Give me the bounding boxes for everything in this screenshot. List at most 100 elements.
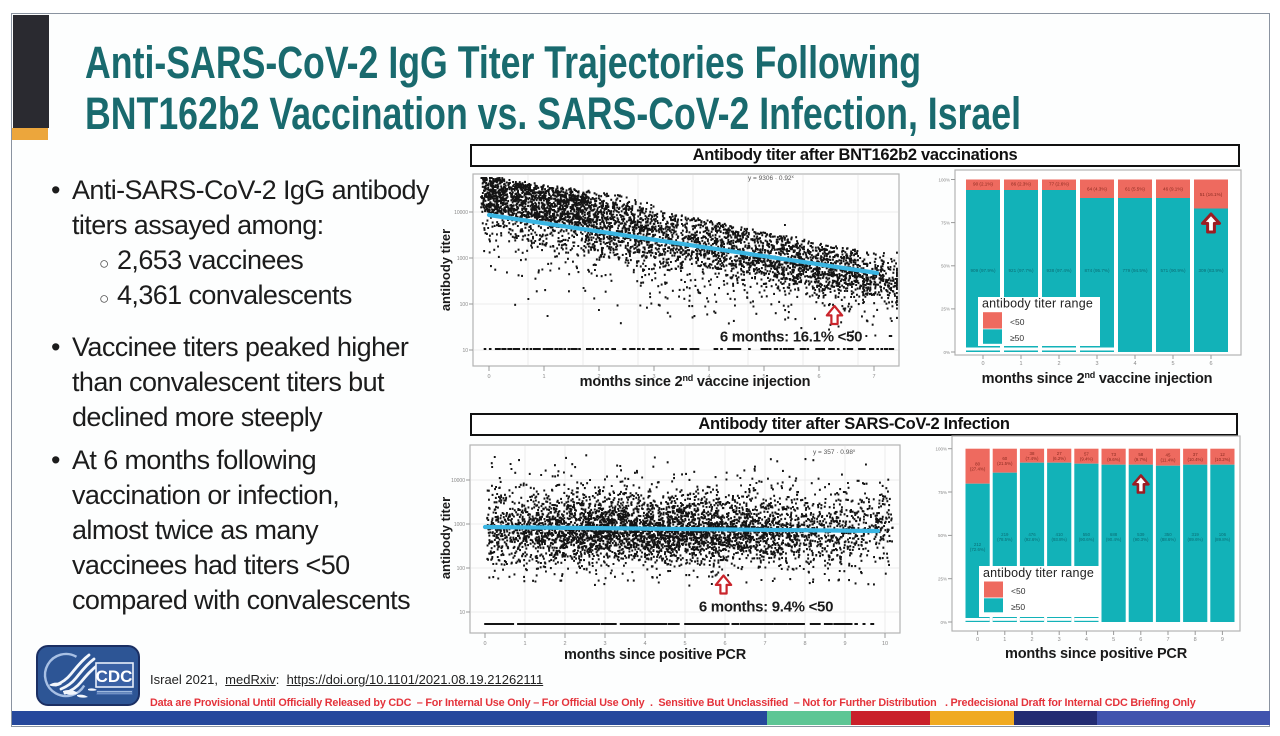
svg-text:80: 80	[975, 462, 980, 467]
svg-text:(78.5%): (78.5%)	[997, 537, 1013, 542]
svg-text:0: 0	[483, 641, 486, 647]
svg-text:73: 73	[1111, 452, 1116, 457]
svg-text:(9.7%): (9.7%)	[1134, 457, 1147, 462]
svg-text:938 (97.4%): 938 (97.4%)	[1046, 268, 1071, 273]
svg-text:0%: 0%	[943, 350, 950, 355]
svg-text:100: 100	[457, 566, 466, 572]
svg-text:3: 3	[1095, 361, 1098, 367]
svg-text:5: 5	[762, 374, 765, 380]
svg-text:90 (2.1%): 90 (2.1%)	[973, 182, 993, 187]
svg-text:0: 0	[981, 361, 984, 367]
svg-text:3: 3	[1058, 637, 1061, 643]
svg-text:219: 219	[1001, 532, 1009, 537]
svg-text:86 (2.3%): 86 (2.3%)	[1011, 182, 1031, 187]
svg-text:61 (5.5%): 61 (5.5%)	[1125, 187, 1145, 192]
svg-text:1: 1	[1019, 361, 1022, 367]
svg-text:4: 4	[643, 641, 646, 647]
svg-text:0: 0	[487, 374, 490, 380]
svg-text:45: 45	[1166, 453, 1171, 458]
svg-text:y = 357 · 0.98x: y = 357 · 0.98x	[813, 448, 856, 456]
svg-text:(90.3%): (90.3%)	[1133, 537, 1149, 542]
svg-text:874 (95.7%): 874 (95.7%)	[1084, 268, 1109, 273]
svg-text:921 (97.7%): 921 (97.7%)	[1008, 268, 1033, 273]
svg-text:350: 350	[1164, 532, 1172, 537]
svg-text:(92.6%): (92.6%)	[1024, 537, 1040, 542]
svg-text:7: 7	[1166, 637, 1169, 643]
svg-text:51 (16.1%): 51 (16.1%)	[1200, 192, 1223, 197]
svg-text:319: 319	[1192, 532, 1200, 537]
svg-text:0: 0	[976, 637, 979, 643]
svg-text:(90.4%): (90.4%)	[1106, 537, 1122, 542]
svg-text:4: 4	[1133, 361, 1136, 367]
svg-text:months since 2nd vaccine injec: months since 2nd vaccine injection	[982, 370, 1213, 387]
svg-text:antibody titer range: antibody titer range	[983, 566, 1094, 580]
svg-text:37: 37	[1193, 452, 1198, 457]
svg-text:64 (4.3%): 64 (4.3%)	[1087, 187, 1107, 192]
svg-text:CDC: CDC	[96, 667, 133, 686]
svg-text:38: 38	[1030, 451, 1035, 456]
svg-text:1000: 1000	[457, 256, 468, 262]
svg-text:antibody titer: antibody titer	[438, 229, 453, 311]
svg-text:0%: 0%	[940, 620, 947, 625]
svg-text:6: 6	[723, 641, 726, 647]
svg-text:8: 8	[1194, 637, 1197, 643]
svg-text:months since 2nd vaccine injec: months since 2nd vaccine injection	[580, 373, 811, 390]
svg-text:(21.5%): (21.5%)	[997, 461, 1013, 466]
svg-text:≥50: ≥50	[1011, 602, 1025, 612]
svg-text:5: 5	[1112, 637, 1115, 643]
svg-text:7: 7	[763, 641, 766, 647]
svg-text:antibody titer: antibody titer	[438, 497, 453, 579]
svg-text:(88.6%): (88.6%)	[1160, 537, 1176, 542]
svg-text:(72.6%): (72.6%)	[970, 547, 986, 552]
svg-text:y = 9306 · 0.92x: y = 9306 · 0.92x	[748, 174, 795, 182]
svg-text:3: 3	[652, 374, 655, 380]
svg-text:10000: 10000	[454, 210, 468, 216]
svg-text:(7.4%): (7.4%)	[1026, 456, 1039, 461]
svg-text:(27.4%): (27.4%)	[970, 467, 986, 472]
svg-text:(11.4%): (11.4%)	[1160, 458, 1176, 463]
svg-text:2: 2	[563, 641, 566, 647]
svg-text:1: 1	[523, 641, 526, 647]
svg-text:6 months: 16.1% <50: 6 months: 16.1% <50	[720, 329, 862, 346]
svg-text:10000: 10000	[451, 478, 465, 484]
svg-text:5: 5	[1171, 361, 1174, 367]
svg-text:10: 10	[459, 610, 465, 616]
svg-text:212: 212	[974, 542, 982, 547]
svg-text:100%: 100%	[935, 447, 947, 452]
svg-text:779 (94.5%): 779 (94.5%)	[1122, 268, 1147, 273]
svg-text:months since positive PCR: months since positive PCR	[564, 647, 747, 663]
svg-text:25%: 25%	[941, 307, 950, 312]
svg-text:106: 106	[1219, 532, 1227, 537]
svg-text:27: 27	[1057, 451, 1062, 456]
svg-text:57: 57	[1084, 452, 1089, 457]
svg-text:60: 60	[1002, 456, 1007, 461]
svg-text:12: 12	[1220, 452, 1225, 457]
svg-text:7: 7	[872, 374, 875, 380]
svg-text:571 (90.9%): 571 (90.9%)	[1160, 268, 1185, 273]
svg-text:1: 1	[542, 374, 545, 380]
svg-text:9: 9	[1221, 637, 1224, 643]
svg-text:50%: 50%	[938, 533, 947, 538]
svg-text:antibody titer range: antibody titer range	[982, 297, 1093, 311]
svg-text:2: 2	[597, 374, 600, 380]
svg-text:46 (9.1%): 46 (9.1%)	[1163, 187, 1183, 192]
svg-text:5: 5	[683, 641, 686, 647]
svg-text:(9.6%): (9.6%)	[1107, 457, 1120, 462]
svg-text:410: 410	[1056, 532, 1064, 537]
svg-text:4: 4	[707, 374, 710, 380]
svg-text:<50: <50	[1011, 586, 1026, 596]
svg-text:(90.6%): (90.6%)	[1079, 537, 1095, 542]
svg-text:1: 1	[1003, 637, 1006, 643]
svg-text:2: 2	[1030, 637, 1033, 643]
svg-text:≥50: ≥50	[1010, 333, 1024, 343]
svg-text:(6.2%): (6.2%)	[1053, 456, 1066, 461]
svg-text:(89.8%): (89.8%)	[1215, 537, 1231, 542]
svg-text:75%: 75%	[938, 490, 947, 495]
svg-text:(93.8%): (93.8%)	[1052, 537, 1068, 542]
svg-text:1000: 1000	[454, 522, 465, 528]
svg-text:9: 9	[843, 641, 846, 647]
svg-text:3: 3	[603, 641, 606, 647]
svg-text:77 (2.6%): 77 (2.6%)	[1049, 182, 1069, 187]
svg-text:539: 539	[1137, 532, 1145, 537]
svg-text:688: 688	[1110, 532, 1118, 537]
